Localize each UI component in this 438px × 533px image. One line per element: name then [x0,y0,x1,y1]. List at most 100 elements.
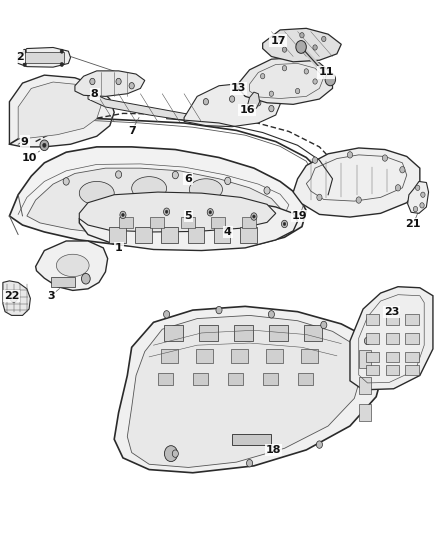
Circle shape [382,155,388,161]
FancyBboxPatch shape [109,227,126,243]
Polygon shape [408,181,428,213]
FancyBboxPatch shape [164,325,183,341]
Polygon shape [3,281,30,316]
FancyBboxPatch shape [187,227,204,243]
FancyBboxPatch shape [406,314,419,325]
Text: 8: 8 [91,88,99,99]
Polygon shape [127,316,363,467]
FancyBboxPatch shape [161,227,178,243]
Ellipse shape [132,176,166,200]
Text: 13: 13 [231,83,246,93]
Text: 1: 1 [115,243,123,253]
FancyBboxPatch shape [366,333,379,344]
Circle shape [356,197,361,203]
Polygon shape [237,58,332,104]
Polygon shape [18,82,101,139]
Circle shape [209,211,212,214]
Circle shape [283,222,286,225]
FancyBboxPatch shape [211,216,225,228]
FancyBboxPatch shape [214,227,230,243]
Circle shape [225,177,231,184]
FancyBboxPatch shape [120,216,134,228]
Circle shape [256,100,261,106]
FancyBboxPatch shape [231,350,248,364]
FancyBboxPatch shape [304,325,322,341]
Polygon shape [79,192,276,232]
Circle shape [40,140,49,151]
Circle shape [172,450,178,457]
Circle shape [230,96,235,102]
Circle shape [421,192,425,197]
FancyBboxPatch shape [242,216,256,228]
FancyBboxPatch shape [158,373,173,384]
FancyBboxPatch shape [386,352,399,362]
Circle shape [264,187,270,194]
FancyBboxPatch shape [135,227,152,243]
Text: 22: 22 [4,290,19,301]
Circle shape [325,73,336,86]
FancyBboxPatch shape [366,314,379,325]
Polygon shape [79,199,297,251]
Text: 9: 9 [21,136,28,147]
Circle shape [216,306,222,314]
Ellipse shape [79,181,114,205]
Circle shape [278,35,283,41]
Circle shape [413,206,418,212]
FancyBboxPatch shape [240,227,257,243]
Circle shape [23,49,26,53]
Circle shape [163,208,170,215]
Circle shape [251,213,257,220]
FancyBboxPatch shape [359,351,371,368]
Polygon shape [35,241,108,290]
Circle shape [420,203,424,208]
Circle shape [122,213,124,216]
Circle shape [164,446,177,462]
FancyBboxPatch shape [234,325,253,341]
Text: 16: 16 [240,104,255,115]
Circle shape [207,208,213,216]
Polygon shape [88,91,210,123]
Circle shape [60,62,64,67]
Circle shape [269,106,274,112]
Polygon shape [75,71,145,96]
Circle shape [283,47,287,52]
FancyBboxPatch shape [232,434,272,445]
FancyBboxPatch shape [161,350,178,364]
FancyBboxPatch shape [386,333,399,344]
Circle shape [116,78,121,85]
Circle shape [63,177,69,185]
Circle shape [312,157,318,164]
Ellipse shape [57,254,89,277]
Circle shape [261,74,265,79]
FancyBboxPatch shape [269,325,288,341]
Text: 17: 17 [270,36,286,45]
Circle shape [295,88,300,94]
FancyBboxPatch shape [359,403,371,421]
Circle shape [42,143,46,148]
Circle shape [81,273,90,284]
Circle shape [23,62,26,67]
FancyBboxPatch shape [193,373,208,384]
Circle shape [247,459,253,467]
Polygon shape [184,83,280,127]
Circle shape [396,184,401,191]
Ellipse shape [189,179,223,200]
FancyBboxPatch shape [228,373,243,384]
Circle shape [163,311,170,318]
FancyBboxPatch shape [301,350,318,364]
Text: 5: 5 [185,211,192,221]
Polygon shape [114,306,385,473]
FancyBboxPatch shape [51,277,75,287]
Circle shape [400,166,405,173]
FancyBboxPatch shape [366,352,379,362]
FancyBboxPatch shape [196,350,213,364]
Circle shape [316,441,322,448]
Text: 3: 3 [47,290,55,301]
Circle shape [116,171,122,178]
Text: 21: 21 [406,219,421,229]
Circle shape [282,220,288,228]
Circle shape [90,78,95,85]
Text: 7: 7 [128,126,135,136]
Polygon shape [293,148,420,217]
Polygon shape [350,287,433,390]
